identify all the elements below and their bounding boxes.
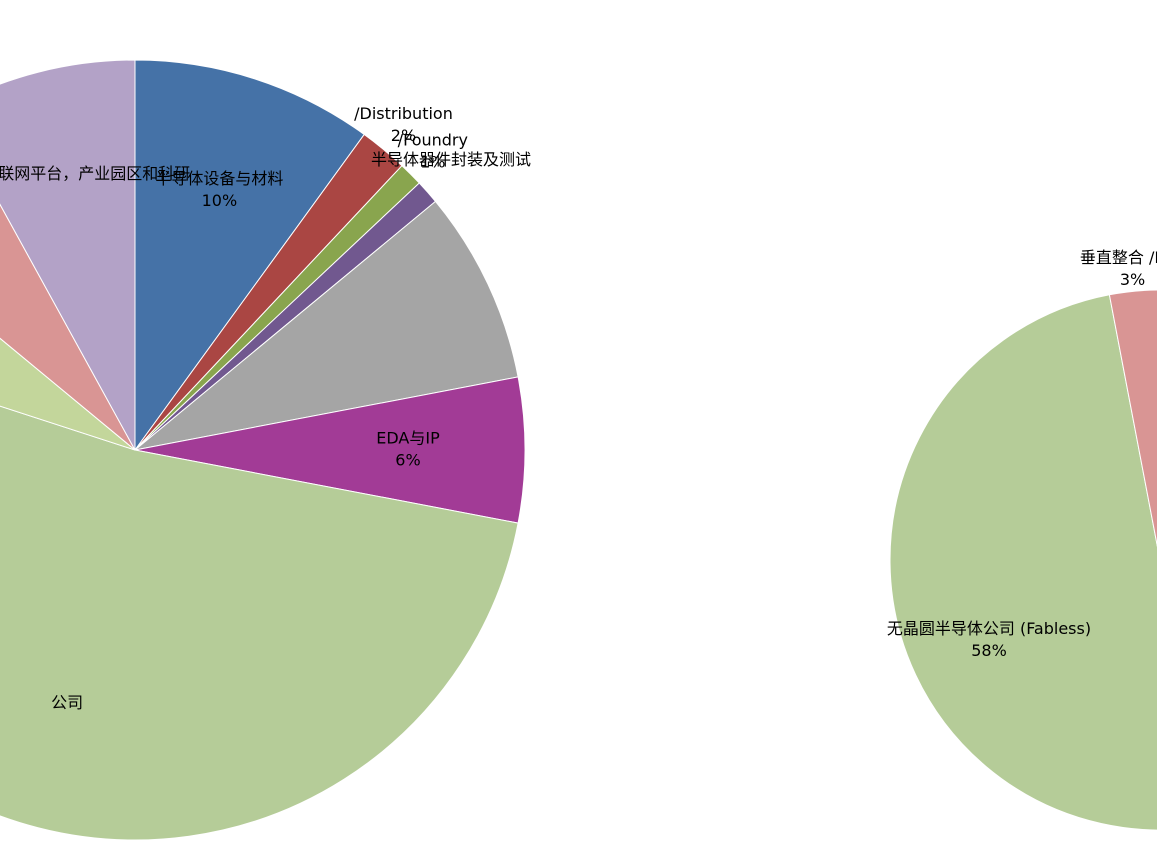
slice-label: EDA与IP [376, 429, 440, 448]
slice-value-label: 6% [395, 451, 420, 470]
slice-label: 垂直整合 /IDM [1080, 248, 1157, 267]
slice-label: 无晶圆半导体公司 (Fabless) [887, 619, 1091, 638]
slice-label: /Foundry [398, 131, 468, 150]
chart: 半导体设备与材料10%/Distribution2%/Foundry1%半导体器… [0, 0, 1157, 841]
pie-slice [890, 295, 1157, 830]
slice-value-label: 3% [1120, 270, 1145, 289]
slice-label: /Distribution [354, 104, 453, 123]
slice-value-label: 10% [202, 191, 238, 210]
slice-label: 公司 [51, 693, 83, 712]
slice-label: 其他(物联网平台，产业园区和科研 [0, 164, 190, 183]
slice-label: 半导体器件封装及测试 [371, 150, 531, 169]
slice-value-label: 58% [971, 641, 1007, 660]
